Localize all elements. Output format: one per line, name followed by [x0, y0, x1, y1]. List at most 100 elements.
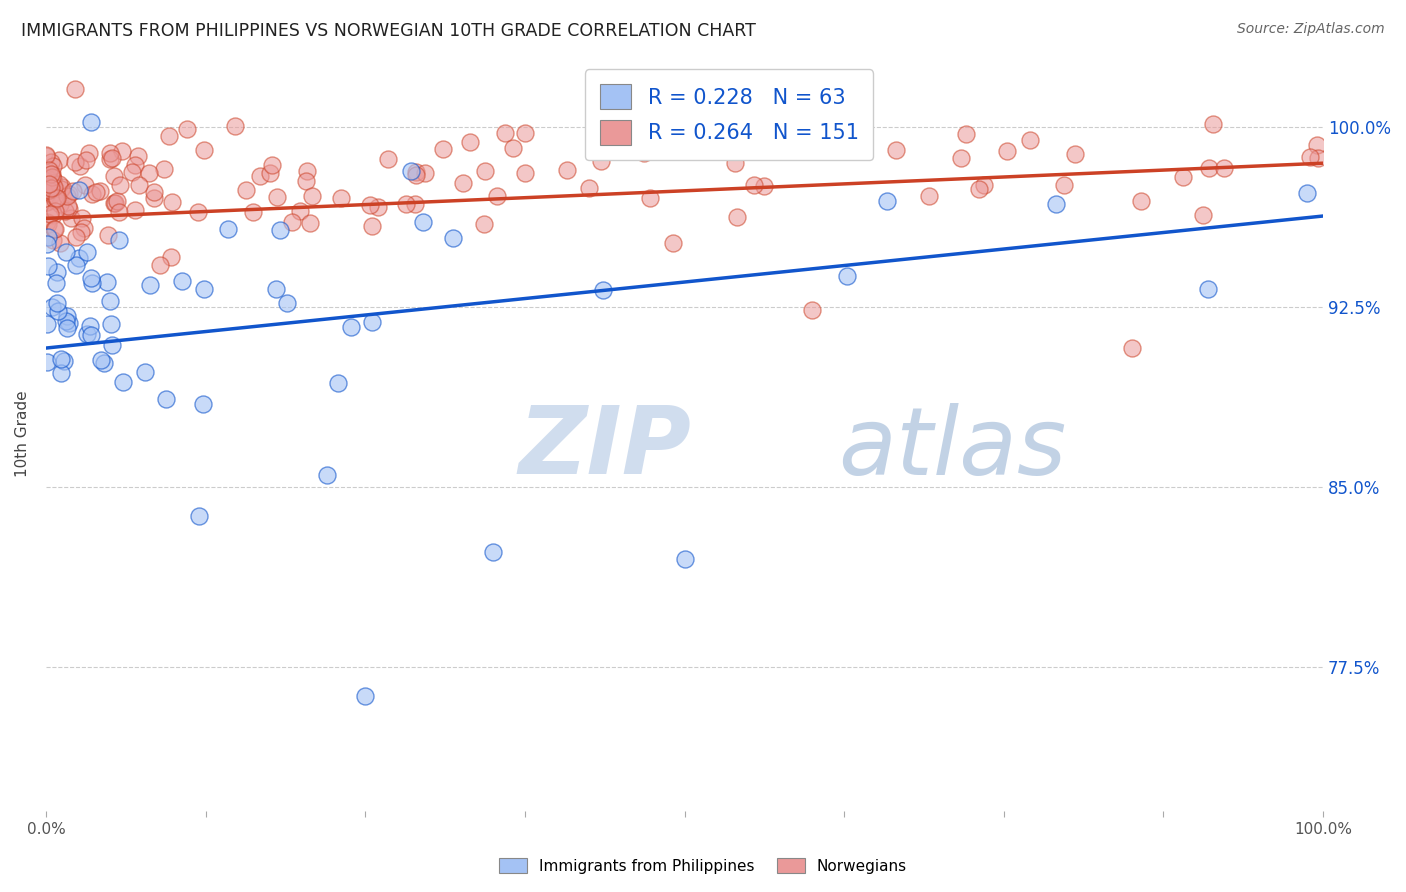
Point	[101, 338, 124, 352]
Point	[37, 259, 59, 273]
Point	[38, 162, 60, 177]
Point	[45, 276, 67, 290]
Point	[264, 282, 287, 296]
Point	[486, 188, 509, 202]
Point	[49, 182, 72, 196]
Point	[837, 268, 859, 283]
Point	[108, 205, 131, 219]
Point	[80, 327, 103, 342]
Point	[377, 152, 399, 166]
Point	[35, 149, 58, 163]
Point	[633, 146, 655, 161]
Point	[44, 222, 66, 236]
Point	[121, 165, 143, 179]
Point	[188, 509, 211, 524]
Point	[155, 392, 177, 406]
Point	[107, 234, 129, 248]
Point	[298, 216, 321, 230]
Point	[592, 283, 614, 297]
Point	[41, 300, 63, 314]
Point	[53, 204, 76, 219]
Point	[80, 187, 103, 202]
Point	[70, 211, 93, 225]
Point	[482, 545, 505, 559]
Legend: R = 0.228   N = 63, R = 0.264   N = 151: R = 0.228 N = 63, R = 0.264 N = 151	[585, 70, 873, 160]
Point	[367, 200, 389, 214]
Point	[143, 186, 166, 200]
Point	[405, 165, 427, 179]
Point	[67, 183, 90, 197]
Point	[149, 258, 172, 272]
Point	[89, 184, 111, 198]
Point	[42, 179, 65, 194]
Point	[638, 191, 661, 205]
Point	[97, 228, 120, 243]
Point	[294, 173, 316, 187]
Point	[35, 169, 58, 184]
Point	[37, 181, 59, 195]
Point	[967, 182, 990, 196]
Point	[111, 375, 134, 389]
Point	[108, 178, 131, 192]
Point	[44, 203, 66, 218]
Point	[45, 265, 67, 279]
Point	[98, 294, 121, 309]
Point	[157, 128, 180, 143]
Point	[217, 222, 239, 236]
Point	[801, 302, 824, 317]
Point	[42, 233, 65, 247]
Point	[176, 122, 198, 136]
Point	[242, 205, 264, 219]
Point	[276, 295, 298, 310]
Point	[127, 149, 149, 163]
Point	[142, 191, 165, 205]
Point	[103, 169, 125, 183]
Point	[266, 190, 288, 204]
Point	[37, 229, 59, 244]
Point	[725, 210, 748, 224]
Point	[354, 689, 377, 703]
Point	[451, 176, 474, 190]
Point	[340, 320, 363, 334]
Point	[48, 235, 70, 250]
Point	[56, 189, 79, 203]
Point	[73, 221, 96, 235]
Point	[432, 142, 454, 156]
Point	[98, 153, 121, 167]
Point	[101, 152, 124, 166]
Point	[742, 178, 765, 192]
Point	[138, 166, 160, 180]
Point	[39, 180, 62, 194]
Point	[1192, 208, 1215, 222]
Point	[79, 319, 101, 334]
Point	[1308, 151, 1330, 165]
Point	[1306, 137, 1329, 152]
Text: ZIP: ZIP	[519, 402, 692, 494]
Point	[404, 197, 426, 211]
Point	[37, 317, 59, 331]
Point	[955, 127, 977, 141]
Point	[950, 151, 973, 165]
Point	[75, 153, 97, 167]
Point	[104, 196, 127, 211]
Point	[441, 231, 464, 245]
Point	[1212, 161, 1234, 175]
Point	[58, 316, 80, 330]
Point	[1129, 194, 1152, 208]
Point	[513, 166, 536, 180]
Point	[724, 155, 747, 169]
Point	[44, 193, 66, 207]
Point	[58, 187, 80, 202]
Point	[259, 166, 281, 180]
Point	[42, 179, 65, 194]
Point	[51, 366, 73, 380]
Point	[49, 197, 72, 211]
Point	[56, 309, 79, 323]
Point	[973, 178, 995, 193]
Point	[76, 244, 98, 259]
Point	[124, 158, 146, 172]
Point	[53, 354, 76, 368]
Point	[361, 315, 384, 329]
Point	[35, 148, 58, 162]
Point	[458, 135, 481, 149]
